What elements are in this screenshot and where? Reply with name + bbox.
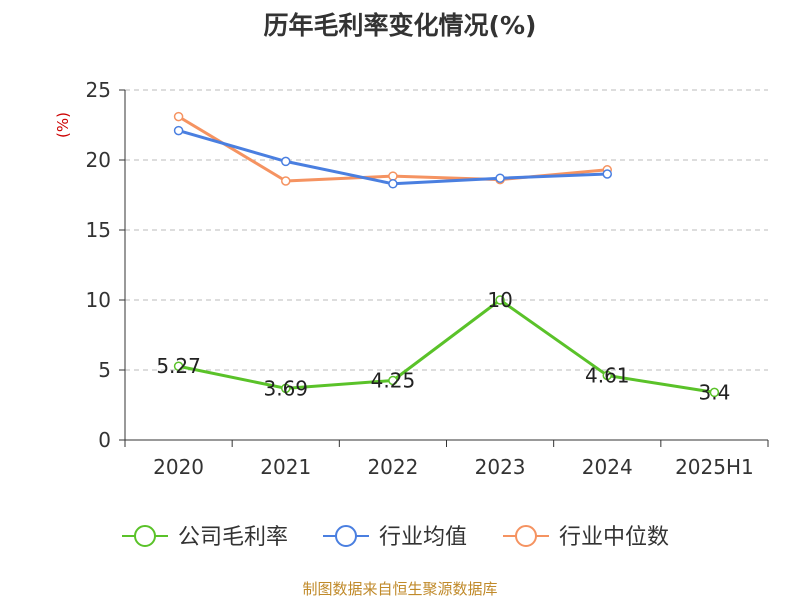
source-note: 制图数据来自恒生聚源数据库 [302, 580, 498, 598]
y-tick-label: 25 [86, 78, 111, 102]
data-label: 10 [487, 288, 512, 312]
y-tick-label: 20 [86, 148, 111, 172]
series-line-company [178, 298, 715, 394]
data-point-industry_avg [495, 173, 505, 183]
chart-title: 历年毛利率变化情况(%) [263, 11, 537, 40]
data-label: 4.61 [585, 363, 630, 387]
y-tick-label: 0 [98, 428, 111, 452]
data-label: 4.25 [371, 369, 416, 393]
legend-marker-industry_median [515, 525, 537, 547]
data-point-company [709, 387, 720, 398]
data-point-company [281, 383, 291, 394]
legend-marker-company [134, 525, 156, 547]
data-point-company [388, 375, 398, 386]
data-point-industry_median [281, 176, 291, 186]
x-tick-label: 2020 [153, 455, 204, 479]
data-label: 5.27 [156, 354, 201, 378]
x-tick-label: 2024 [582, 455, 633, 479]
legend-label-industry_avg: 行业均值 [379, 525, 467, 550]
x-tick-label: 2023 [475, 455, 526, 479]
y-tick-label: 5 [98, 358, 111, 382]
data-point-industry_avg [388, 179, 398, 189]
data-label: 3.4 [699, 380, 731, 404]
x-tick-label: 2022 [367, 455, 418, 479]
y-tick-label: 15 [86, 218, 111, 242]
data-label: 3.69 [263, 376, 308, 400]
y-tick-label: 10 [86, 288, 111, 312]
y-axis-label: (%) [54, 112, 72, 138]
x-tick-label: 2025H1 [675, 455, 754, 479]
legend-label-industry_median: 行业中位数 [559, 525, 669, 550]
data-point-industry_avg [173, 125, 184, 136]
legend-marker-industry_avg [335, 525, 357, 547]
data-point-company [495, 295, 505, 305]
legend-label-company: 公司毛利率 [178, 525, 288, 550]
data-point-industry_avg [602, 169, 612, 179]
data-point-industry_avg [281, 156, 291, 167]
data-point-industry_median [173, 111, 184, 122]
data-point-company [173, 361, 184, 371]
data-point-industry_median [388, 171, 398, 181]
data-point-company [602, 370, 612, 381]
x-tick-label: 2021 [260, 455, 311, 479]
